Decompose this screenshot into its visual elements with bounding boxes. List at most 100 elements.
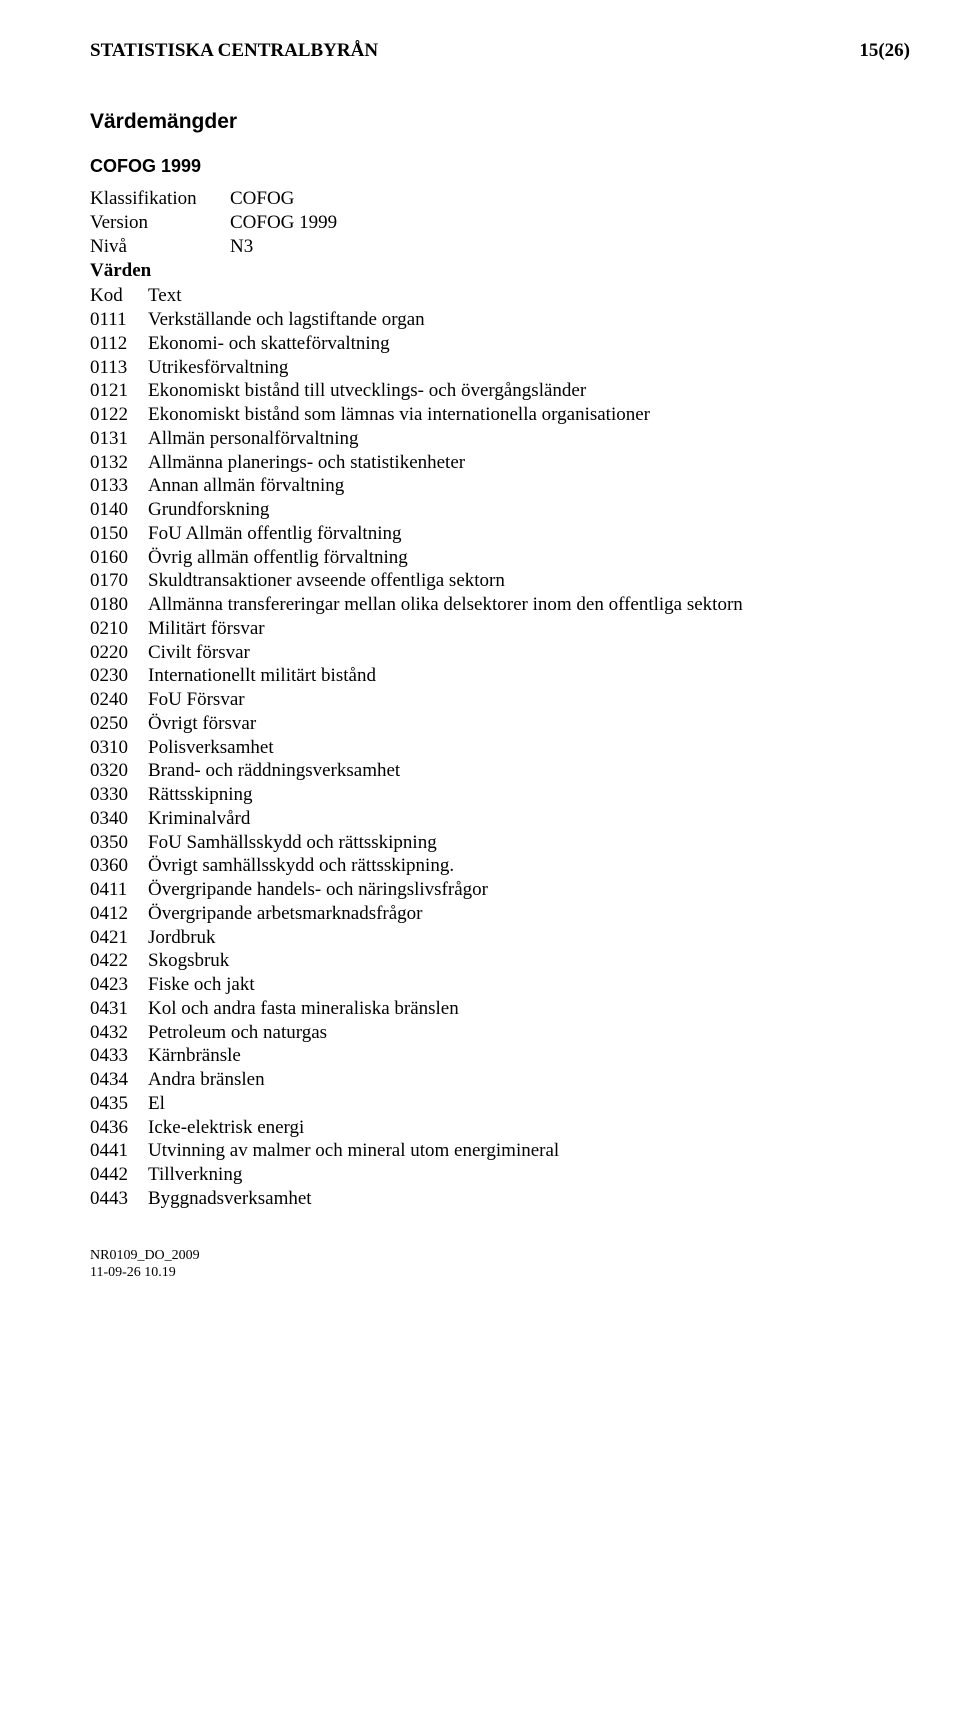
- row-text: Grundforskning: [148, 498, 269, 522]
- table-row: 0442Tillverkning: [90, 1163, 910, 1187]
- meta-value: N3: [230, 235, 253, 259]
- table-row: 0220Civilt försvar: [90, 641, 910, 665]
- row-code: 0112: [90, 332, 148, 356]
- row-code: 0433: [90, 1044, 148, 1068]
- row-code: 0360: [90, 854, 148, 878]
- table-row: 0111Verkställande och lagstiftande organ: [90, 308, 910, 332]
- row-text: Kol och andra fasta mineraliska bränslen: [148, 997, 459, 1021]
- page: STATISTISKA CENTRALBYRÅN 15(26) Värdemän…: [0, 0, 960, 1322]
- row-code: 0412: [90, 902, 148, 926]
- row-code: 0310: [90, 736, 148, 760]
- table-row: 0140Grundforskning: [90, 498, 910, 522]
- row-code: 0432: [90, 1021, 148, 1045]
- table-row: 0122Ekonomiskt bistånd som lämnas via in…: [90, 403, 910, 427]
- table-row: 0133Annan allmän förvaltning: [90, 474, 910, 498]
- table-row: 0132Allmänna planerings- och statistiken…: [90, 451, 910, 475]
- section-title: Värdemängder: [90, 110, 910, 134]
- col-kod: Kod: [90, 284, 148, 308]
- row-code: 0421: [90, 926, 148, 950]
- row-text: Icke-elektrisk energi: [148, 1116, 304, 1140]
- row-code: 0443: [90, 1187, 148, 1211]
- meta-label: Nivå: [90, 235, 230, 259]
- row-code: 0423: [90, 973, 148, 997]
- row-code: 0133: [90, 474, 148, 498]
- meta-label: Version: [90, 211, 230, 235]
- table-row: 0150FoU Allmän offentlig förvaltning: [90, 522, 910, 546]
- table-body: 0111Verkställande och lagstiftande organ…: [90, 308, 910, 1211]
- row-code: 0150: [90, 522, 148, 546]
- row-text: Utvinning av malmer och mineral utom ene…: [148, 1139, 559, 1163]
- row-code: 0210: [90, 617, 148, 641]
- row-text: Allmänna planerings- och statistikenhete…: [148, 451, 465, 475]
- footer-line1: NR0109_DO_2009: [90, 1247, 910, 1265]
- row-code: 0220: [90, 641, 148, 665]
- row-text: Skuldtransaktioner avseende offentliga s…: [148, 569, 505, 593]
- table-row: 0443Byggnadsverksamhet: [90, 1187, 910, 1211]
- table-row: 0112Ekonomi- och skatteförvaltning: [90, 332, 910, 356]
- page-number: 15(26): [859, 40, 910, 62]
- table-row: 0441Utvinning av malmer och mineral utom…: [90, 1139, 910, 1163]
- table-header: Kod Text: [90, 284, 910, 308]
- row-text: Rättsskipning: [148, 783, 253, 807]
- col-text: Text: [148, 284, 182, 308]
- row-text: Ekonomi- och skatteförvaltning: [148, 332, 390, 356]
- row-code: 0411: [90, 878, 148, 902]
- row-code: 0111: [90, 308, 148, 332]
- row-text: Verkställande och lagstiftande organ: [148, 308, 425, 332]
- row-code: 0330: [90, 783, 148, 807]
- row-code: 0250: [90, 712, 148, 736]
- row-code: 0140: [90, 498, 148, 522]
- table-row: 0113Utrikesförvaltning: [90, 356, 910, 380]
- meta-value: COFOG 1999: [230, 211, 337, 235]
- table-row: 0210Militärt försvar: [90, 617, 910, 641]
- row-code: 0431: [90, 997, 148, 1021]
- table-row: 0310Polisverksamhet: [90, 736, 910, 760]
- table-row: 0250Övrigt försvar: [90, 712, 910, 736]
- row-text: Internationellt militärt bistånd: [148, 664, 376, 688]
- meta-niva: Nivå N3: [90, 235, 910, 259]
- meta-klassifikation: Klassifikation COFOG: [90, 187, 910, 211]
- row-text: FoU Samhällsskydd och rättsskipning: [148, 831, 437, 855]
- row-code: 0121: [90, 379, 148, 403]
- table-row: 0431Kol och andra fasta mineraliska brän…: [90, 997, 910, 1021]
- meta-value: COFOG: [230, 187, 294, 211]
- varden-label: Värden: [90, 260, 910, 282]
- row-text: Annan allmän förvaltning: [148, 474, 344, 498]
- row-text: Övergripande handels- och näringslivsfrå…: [148, 878, 488, 902]
- table-row: 0320Brand- och räddningsverksamhet: [90, 759, 910, 783]
- row-text: Ekonomiskt bistånd till utvecklings- och…: [148, 379, 586, 403]
- row-code: 0180: [90, 593, 148, 617]
- row-text: Andra bränslen: [148, 1068, 265, 1092]
- table-row: 0121Ekonomiskt bistånd till utvecklings-…: [90, 379, 910, 403]
- row-code: 0230: [90, 664, 148, 688]
- table-row: 0423Fiske och jakt: [90, 973, 910, 997]
- row-code: 0340: [90, 807, 148, 831]
- row-text: Byggnadsverksamhet: [148, 1187, 312, 1211]
- row-text: Skogsbruk: [148, 949, 229, 973]
- row-text: Jordbruk: [148, 926, 216, 950]
- row-text: Utrikesförvaltning: [148, 356, 288, 380]
- table-row: 0340Kriminalvård: [90, 807, 910, 831]
- row-code: 0131: [90, 427, 148, 451]
- row-text: FoU Försvar: [148, 688, 245, 712]
- row-text: Polisverksamhet: [148, 736, 274, 760]
- table-row: 0434Andra bränslen: [90, 1068, 910, 1092]
- row-code: 0435: [90, 1092, 148, 1116]
- table-row: 0131Allmän personalförvaltning: [90, 427, 910, 451]
- row-code: 0240: [90, 688, 148, 712]
- row-text: Övergripande arbetsmarknadsfrågor: [148, 902, 423, 926]
- row-code: 0441: [90, 1139, 148, 1163]
- table-row: 0433Kärnbränsle: [90, 1044, 910, 1068]
- row-text: Kriminalvård: [148, 807, 250, 831]
- row-text: Övrigt försvar: [148, 712, 256, 736]
- row-text: Civilt försvar: [148, 641, 250, 665]
- table-row: 0422Skogsbruk: [90, 949, 910, 973]
- table-row: 0170Skuldtransaktioner avseende offentli…: [90, 569, 910, 593]
- table-row: 0160Övrig allmän offentlig förvaltning: [90, 546, 910, 570]
- row-text: Brand- och räddningsverksamhet: [148, 759, 400, 783]
- table-row: 0180Allmänna transfereringar mellan olik…: [90, 593, 910, 617]
- row-text: Allmänna transfereringar mellan olika de…: [148, 593, 743, 617]
- row-code: 0122: [90, 403, 148, 427]
- row-code: 0320: [90, 759, 148, 783]
- row-code: 0422: [90, 949, 148, 973]
